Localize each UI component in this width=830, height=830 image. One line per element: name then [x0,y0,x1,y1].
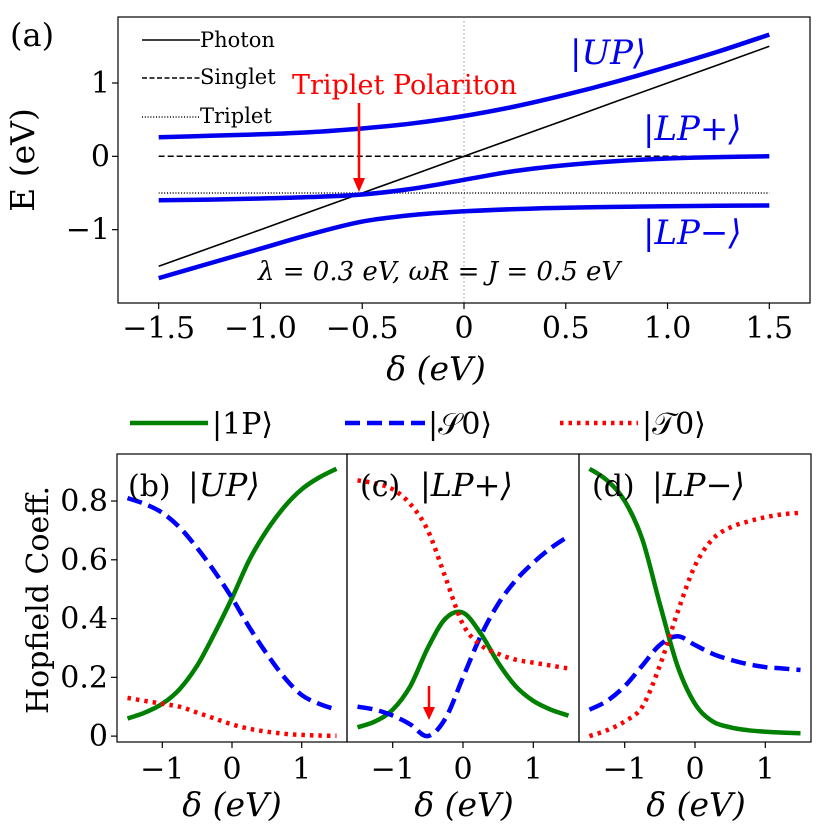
panel-d-x-tick-label: −1 [603,752,647,787]
singlet-legend-label: Singlet [200,65,276,89]
panel-c-x-ticks: −1 0 1 [371,742,543,787]
series-lp-plus-line [158,154,770,203]
panel-c-t0-line [357,478,569,671]
panel-a-y-tick-label: −1 [66,213,110,248]
panel-b-x-tick-label: 1 [292,752,311,787]
panel-b-y-tick-label: 0.8 [60,484,108,519]
panel-c-label: (c) [360,469,400,504]
panel-d-1p-line [588,466,801,736]
panel-c-arrow-head [423,707,435,720]
panel-b: −1 0 1 0 0.2 0.4 0.6 0.8 (b) |UP⟩ δ (eV) Hopfi… [21,453,348,824]
lp-plus-curve-label: |LP+⟩ [643,109,742,149]
parameter-text: λ = 0.3 eV, ωR = J = 0.5 eV [257,257,622,287]
legend-photon-label: |1P⟩ [212,407,273,442]
panel-d-label: (d) [592,469,635,504]
panel-a-x-tick-label: −1.0 [224,311,297,346]
panel-b-x-tick-label: 0 [222,752,241,787]
panel-c-x-tick-label: −1 [371,752,415,787]
legend-singlet-label: |𝒮0⟩ [428,407,492,442]
panel-c: −1 0 1 (c) |LP+⟩ δ (eV) [346,453,580,824]
panel-d: −1 0 1 (d) |LP−⟩ δ (eV) [578,453,812,824]
panel-b-y-tick-label: 0 [89,719,108,754]
series-photon-line [158,45,770,268]
series-lp--line [158,203,770,281]
hopfield-y-label: Hopfield Coeff. [21,486,56,714]
panel-d-curves [588,466,801,739]
hopfield-legend: |1P⟩ |𝒮0⟩ |𝒯0⟩ [130,407,706,442]
panel-a-x-ticks: −1.5 −1.0 −0.5 0 0.5 1.0 1.5 [122,303,793,346]
panel-c-x-tick-label: 1 [524,752,543,787]
up-curve-label: |UP⟩ [570,33,646,73]
panel-c-curves [356,478,570,739]
panel-a: (a) −1.5 −1.0 −0.5 0 0.5 1.0 1.5 1 0 −1 Photon S… [3,16,811,388]
panel-a-x-tick-label: −0.5 [326,311,399,346]
panel-b-label: (b) [128,469,171,504]
panel-c-s0-line [357,534,570,739]
panel-a-y-tick-label: 0 [91,139,110,174]
photon-legend-label: Photon [200,28,275,52]
energy-legend: Photon Singlet Triplet [142,28,276,128]
panel-b-x-ticks: −1 0 1 [140,742,311,787]
panel-c-state: |LP+⟩ [420,466,513,504]
panel-a-x-tick-label: 1.5 [745,311,793,346]
panel-a-curves [158,32,771,281]
panel-c-1p-line [356,609,570,730]
panel-b-y-tick-label: 0.4 [60,602,108,637]
panel-d-state: |LP−⟩ [652,466,745,504]
triplet-polariton-arrow-head [353,178,365,192]
panel-b-state: |UP⟩ [188,466,260,504]
triplet-legend-label: Triplet [200,104,272,128]
panel-a-y-tick-label: 1 [91,66,110,101]
panel-a-label: (a) [10,16,54,54]
panel-d-x-tick-label: 1 [756,752,775,787]
panel-d-s0-line [588,633,801,712]
panel-a-x-tick-label: −1.5 [122,311,195,346]
panel-a-y-ticks: 1 0 −1 [66,66,118,248]
panel-a-x-tick-label: 0.5 [542,311,590,346]
panel-b-y-ticks: 0 0.2 0.4 0.6 0.8 [60,484,117,754]
panel-b-t0-line [127,695,337,739]
panel-a-y-label: E (eV) [3,108,42,212]
panel-a-x-tick-label: 1.0 [644,311,692,346]
panel-b-x-label: δ (eV) [182,785,281,824]
series-up-line [158,32,771,140]
panel-c-x-tick-label: 0 [453,752,472,787]
triplet-polariton-label: Triplet Polariton [292,70,517,101]
panel-a-x-tick-label: 0 [454,311,473,346]
panel-c-x-label: δ (eV) [414,785,513,824]
panel-d-x-label: δ (eV) [646,785,745,824]
panel-b-s0-line [126,495,338,712]
legend-triplet-label: |𝒯0⟩ [642,407,706,442]
lp-minus-curve-label: |LP−⟩ [643,213,742,253]
panel-d-x-tick-label: 0 [685,752,704,787]
panel-a-x-label: δ (eV) [386,349,485,388]
panel-d-x-ticks: −1 0 1 [603,742,775,787]
panel-b-curves [126,466,338,739]
panel-b-y-tick-label: 0.6 [60,543,108,578]
panel-b-1p-line [126,466,338,721]
panel-b-y-tick-label: 0.2 [60,660,108,695]
panel-b-x-tick-label: −1 [140,752,184,787]
